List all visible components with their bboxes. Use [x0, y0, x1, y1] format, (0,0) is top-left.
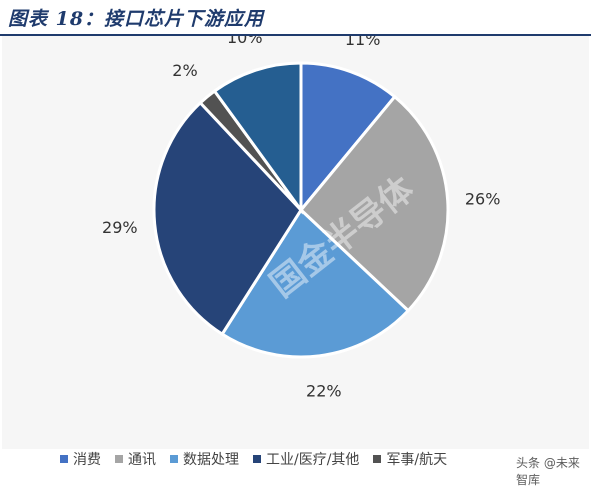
legend-item: 军事/航天 [373, 449, 447, 469]
pie-slice-2 [220, 207, 411, 359]
pie-slice-5 [212, 61, 303, 215]
slice-value-label-2: 22% [306, 382, 342, 401]
slice-value-label-3: 29% [102, 218, 138, 237]
legend-swatch [253, 455, 261, 463]
chart-title: 图表 18：接口芯片下游应用 [8, 8, 265, 30]
legend-swatch [170, 455, 178, 463]
legend-swatch [373, 455, 382, 463]
legend-label: 工业/医疗/其他 [266, 452, 360, 468]
legend-label: 数据处理 [183, 452, 239, 468]
pie-slice-0 [299, 61, 397, 215]
pie-chart: 11%26%22%29%2%10%国金半导体 [102, 36, 501, 401]
legend-item: 通讯 [115, 449, 156, 469]
source-watermark: 头条 @未来智库 [516, 456, 580, 487]
pie-slice-1 [298, 94, 450, 313]
title-bar: 图表 18：接口芯片下游应用 [0, 0, 591, 36]
legend-swatch [60, 455, 68, 463]
slice-value-label-0: 11% [345, 36, 381, 49]
legend-label: 通讯 [128, 452, 156, 468]
legend-item: 工业/医疗/其他 [253, 449, 359, 469]
slice-value-label-1: 26% [465, 190, 501, 209]
slice-value-label-5: 10% [227, 36, 263, 47]
legend-item: 数据处理 [170, 449, 239, 469]
chart-panel: 11% 26% 22% 29% 2% 10% 国金半导体 消费 通讯 数据处理 工业/医疗/其他军… [2, 36, 589, 487]
pie-slice-3 [152, 100, 303, 337]
slice-value-label-4: 2% [172, 61, 197, 80]
legend-label: 军事/航天 [386, 452, 448, 468]
legend-swatch [115, 455, 123, 463]
title-rule [0, 34, 591, 36]
legend-item: 消费 [60, 449, 101, 469]
legend-label: 消费 [73, 452, 101, 468]
